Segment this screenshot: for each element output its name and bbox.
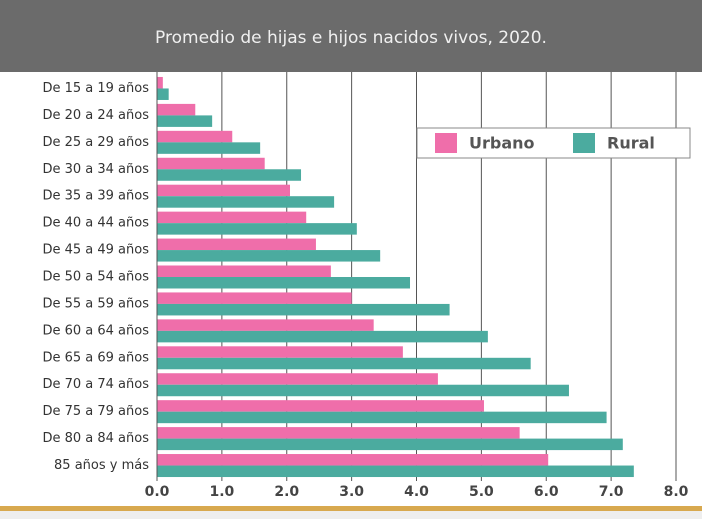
legend-box: [416, 127, 691, 159]
x-tick-label: 2.0: [274, 484, 299, 500]
y-tick-label: De 50 a 54 años: [42, 270, 149, 285]
title-banner: [0, 0, 702, 72]
bar: [157, 303, 450, 316]
bar: [157, 223, 357, 235]
x-tick-label: 6.0: [534, 484, 559, 500]
bar: [157, 184, 290, 197]
bar: [157, 384, 569, 397]
y-tick-label: 85 años y más: [54, 458, 149, 473]
x-tick-label: 7.0: [599, 484, 624, 500]
bar: [157, 142, 261, 154]
bar: [157, 196, 335, 208]
y-tick-label: De 25 a 29 años: [42, 135, 149, 150]
y-tick-label: De 15 a 19 años: [42, 81, 149, 96]
bar: [157, 411, 607, 424]
bar: [157, 238, 316, 251]
y-tick-label: De 60 a 64 años: [42, 323, 149, 338]
x-tick-label: 3.0: [339, 484, 364, 500]
y-tick-label: De 80 a 84 años: [42, 431, 149, 446]
bar: [157, 346, 403, 358]
y-tick-label: De 45 a 49 años: [42, 243, 149, 258]
bar: [157, 357, 531, 370]
bar: [157, 400, 484, 412]
y-tick-label: De 75 a 79 años: [42, 404, 149, 419]
x-tick-label: 5.0: [469, 484, 494, 500]
bar: [157, 438, 623, 451]
y-tick-label: De 65 a 69 años: [42, 350, 149, 365]
bar: [157, 157, 265, 170]
x-tick-label: 4.0: [404, 484, 429, 500]
bar: [157, 103, 196, 116]
y-tick-label: De 55 a 59 años: [42, 296, 149, 311]
x-tick-label: 1.0: [209, 484, 234, 500]
bar: [157, 250, 381, 262]
footer-bar: [0, 506, 702, 511]
y-tick-label: De 35 a 39 años: [42, 189, 149, 204]
bar: [157, 319, 374, 331]
y-tick-label: De 40 a 44 años: [42, 216, 149, 231]
legend-label: Rural: [607, 134, 655, 153]
bar: [157, 115, 213, 127]
legend-swatch: [435, 133, 457, 153]
x-tick-label: 8.0: [664, 484, 689, 500]
bar: [157, 211, 307, 224]
bar: [157, 427, 520, 439]
bar: [157, 454, 549, 466]
bar: [157, 265, 331, 277]
y-tick-label: De 70 a 74 años: [42, 377, 149, 392]
bar: [157, 277, 411, 289]
bar: [157, 169, 302, 181]
chart-title: Promedio de hijas e hijos nacidos vivos,…: [155, 28, 547, 48]
footer-bg: [0, 511, 702, 519]
y-tick-label: De 20 a 24 años: [42, 108, 149, 123]
x-tick-label: 0.0: [145, 484, 170, 500]
legend-label: Urbano: [469, 134, 535, 153]
bar: [157, 330, 488, 343]
y-tick-label: De 30 a 34 años: [42, 162, 149, 177]
legend-swatch: [573, 133, 595, 153]
bar: [157, 88, 169, 100]
bar: [157, 292, 352, 304]
bar: [157, 130, 233, 143]
bar: [157, 373, 438, 385]
bar: [157, 465, 634, 478]
bar: [157, 76, 163, 89]
